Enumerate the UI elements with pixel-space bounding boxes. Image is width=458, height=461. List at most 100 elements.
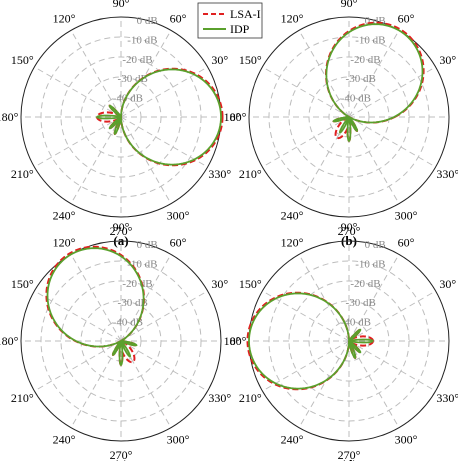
legend: LSA-I IDP [197,2,263,39]
angle-tick-label: 270° [110,448,133,461]
polar-spoke [70,254,122,342]
polar-spoke [120,116,172,204]
angle-tick-label: 90° [113,220,130,234]
polar-spoke [34,116,122,168]
angle-tick-label: 210° [11,391,34,405]
angle-tick-label: 150° [239,277,262,291]
angle-tick-label: 120° [281,11,304,25]
polar-spoke [262,116,350,168]
series-idp [325,23,424,143]
angle-tick-label: 210° [11,167,34,181]
series-idp [46,247,145,367]
angle-tick-label: 240° [53,433,76,447]
polar-spoke [120,290,208,342]
angle-tick-label: 120° [53,11,76,25]
legend-label-lsa: LSA-I [230,7,261,21]
angle-tick-label: 0° [230,334,241,348]
angle-tick-label: 150° [11,53,34,67]
radial-tick-label: 0 dB [137,15,158,27]
polar-spoke [34,66,122,118]
angle-tick-label: 270° [338,224,361,238]
angle-tick-label: 240° [281,433,304,447]
polar-spoke [298,30,350,118]
polar-spoke [298,340,350,428]
series-idp [95,68,222,166]
polar-spoke [70,116,122,204]
polar-spoke [348,254,400,342]
polar-spoke [262,340,350,392]
polar-spoke [120,116,208,168]
angle-tick-label: 300° [395,209,418,223]
polar-spoke [120,340,208,392]
angle-tick-label: 330° [208,391,231,405]
polar-spoke [34,290,122,342]
angle-tick-label: 330° [436,167,458,181]
angle-tick-label: 240° [53,209,76,223]
legend-box [197,2,263,39]
polar-outer-ring [20,240,222,442]
polar-spoke [348,290,436,342]
polar-spoke [348,340,400,428]
polar-spoke [348,30,400,118]
radial-tick-label: -20 dB [122,54,152,66]
radial-tick-label: -20 dB [350,54,380,66]
angle-tick-label: 270° [338,448,361,461]
radial-tick-label: -30 dB [118,73,148,85]
radial-tick-label: -30 dB [346,297,376,309]
angle-tick-label: 60° [170,235,187,249]
radial-tick-label: -30 dB [118,297,148,309]
angle-tick-label: 300° [167,209,190,223]
angle-tick-label: 330° [208,167,231,181]
angle-tick-label: 90° [341,0,358,10]
polar-spoke [262,290,350,342]
angle-tick-label: 180° [0,334,19,348]
angle-tick-label: 210° [239,391,262,405]
radial-tick-label: -40 dB [341,317,371,329]
series-idp [248,292,374,390]
angle-tick-label: 120° [281,235,304,249]
angle-tick-label: 90° [113,0,130,10]
angle-tick-label: 180° [224,334,247,348]
polar-panel: 0° 30° 60° 90° 120° 150° 180° 210° 240° 270° 300° 3… [0,220,241,461]
angle-tick-label: 30° [211,277,228,291]
polar-spoke [34,340,122,392]
polar-spoke [348,66,436,118]
polar-panel: 0° 30° 60° 90° 120° 150° 180° 210° 240° 270° 300° 3… [0,0,241,248]
radial-tick-label: -20 dB [122,278,152,290]
angle-tick-label: 270° [110,224,133,238]
angle-tick-label: 30° [211,53,228,67]
legend-label-idp: IDP [230,22,250,36]
angle-tick-label: 60° [398,235,415,249]
angle-tick-label: 300° [395,433,418,447]
polar-spoke [120,30,172,118]
radial-tick-label: -40 dB [341,93,371,105]
radial-tick-label: -30 dB [346,73,376,85]
polar-spoke [262,66,350,118]
polar-spoke [120,340,172,428]
radial-tick-label: 0 dB [365,239,386,251]
angle-tick-label: 210° [239,167,262,181]
polar-spoke [348,340,436,392]
angle-tick-label: 60° [398,11,415,25]
panel-caption: (d) [341,457,357,461]
angle-tick-label: 120° [53,235,76,249]
angle-tick-label: 330° [436,391,458,405]
polar-spoke [298,116,350,204]
angle-tick-label: 90° [341,220,358,234]
polar-spoke [120,66,208,118]
angle-tick-label: 30° [439,277,456,291]
radial-tick-label: -20 dB [350,278,380,290]
angle-tick-label: 180° [224,110,247,124]
polar-outer-ring [248,16,450,218]
radial-tick-label: -40 dB [113,93,143,105]
radial-tick-label: -10 dB [355,34,385,46]
polar-panel: 0° 30° 60° 90° 120° 150° 180° 210° 240° 270° 300° 3… [224,220,458,461]
angle-tick-label: 240° [281,209,304,223]
polar-spoke [70,340,122,428]
polar-spoke [298,254,350,342]
polar-spoke [348,116,400,204]
angle-tick-label: 150° [11,277,34,291]
polar-spoke [70,30,122,118]
radial-tick-label: -10 dB [127,34,157,46]
